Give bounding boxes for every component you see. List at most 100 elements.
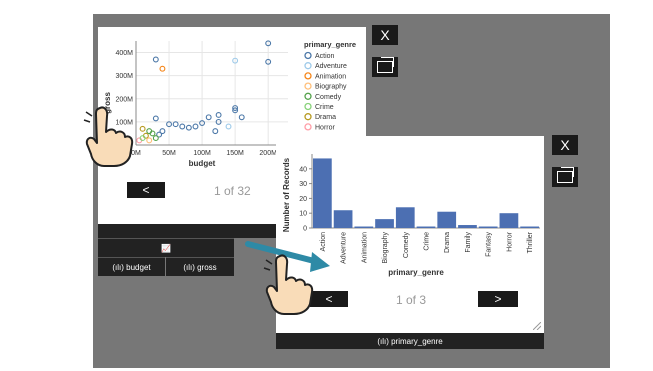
bar-chart-icon: (ılı) [183, 262, 195, 272]
x-tick-label: Crime [424, 232, 431, 251]
x-tick-label: 100M [193, 150, 211, 157]
scatter-point [146, 137, 153, 144]
bar [354, 226, 374, 228]
y-tick-label: 400M [115, 50, 133, 57]
chart-icon: 📈 [161, 243, 171, 253]
bar-next-page-button[interactable]: > [478, 291, 518, 307]
scatter-duplicate-button[interactable] [372, 57, 398, 77]
legend-label: Action [315, 53, 335, 60]
scatter-point [232, 57, 239, 64]
x-tick-label: Family [465, 232, 472, 253]
bar [458, 225, 477, 228]
duplicate-icon [377, 57, 394, 73]
scatter-point [152, 135, 159, 142]
legend-label: Adventure [315, 63, 347, 70]
legend-symbol [304, 113, 312, 121]
legend-label: Horror [315, 124, 336, 131]
bar-chart: 0 10 20 30 40 Action Adventure Animation Biograp… [282, 154, 540, 277]
legend-label: Crime [315, 104, 334, 111]
duplicate-icon [557, 167, 574, 183]
field-chip-primary-genre[interactable]: (ılı) primary_genre [276, 333, 544, 349]
pointer-hand-icon [263, 254, 314, 315]
x-tick-label: 50M [162, 150, 176, 157]
scatter-point [265, 40, 272, 47]
x-axis-title: primary_genre [388, 268, 444, 277]
scatter-page-indicator: 1 of 32 [214, 184, 251, 198]
x-tick-label: Drama [444, 232, 451, 253]
resize-handle-icon[interactable] [533, 322, 541, 330]
field-chip-label: budget [126, 262, 151, 272]
y-tick-label: 0 [303, 226, 307, 233]
scatter-point [185, 124, 192, 131]
y-axis-title: gross [103, 92, 112, 114]
bar [520, 226, 539, 228]
scatter-prev-page-button[interactable]: < [127, 182, 165, 198]
bar [416, 226, 436, 228]
scatter-point [149, 130, 156, 137]
x-tick-label: Thriller [527, 231, 534, 253]
scatter-point [159, 128, 166, 135]
bar [478, 226, 498, 228]
scatter-point [205, 114, 212, 121]
bar [499, 213, 519, 228]
scatter-point [232, 105, 239, 111]
scatter-point [265, 58, 272, 65]
x-tick-label: 0M [131, 150, 141, 157]
legend-label: Comedy [315, 94, 342, 101]
bar [395, 207, 415, 228]
scatter-point [212, 128, 219, 135]
legend-symbol [304, 51, 312, 60]
x-tick-label: Biography [382, 232, 389, 264]
y-tick-label: 100M [115, 119, 133, 126]
scatter-point [179, 123, 186, 130]
scatter-close-button[interactable]: X [372, 25, 398, 45]
bar [313, 158, 332, 228]
x-tick-label: 150M [226, 150, 244, 157]
scatter-point [139, 135, 146, 142]
legend-symbol [304, 102, 312, 111]
bar [437, 211, 457, 228]
x-tick-label: Horror [506, 231, 513, 252]
scatter-point [159, 65, 166, 72]
legend-title: primary_genre [304, 40, 356, 49]
scatter-point [225, 123, 232, 130]
x-axis-title: budget [189, 159, 216, 168]
scatter-point [238, 114, 245, 121]
chart-type-button[interactable]: 📈 [98, 238, 234, 257]
bar-prev-page-button[interactable]: < [310, 291, 348, 307]
bar [333, 210, 353, 228]
scatter-point [215, 118, 222, 125]
x-tick-label: Comedy [403, 232, 410, 259]
bar-chart-card[interactable]: 0 10 20 30 40 Action Adventure Animation Biograp… [276, 136, 544, 333]
scatter-point [152, 56, 159, 63]
scatter-point [152, 115, 159, 122]
legend-symbol [304, 123, 312, 131]
legend-symbol [304, 82, 312, 90]
field-chip-gross[interactable]: (ılı) gross [166, 257, 234, 276]
x-tick-label: Animation [361, 232, 368, 263]
y-tick-label: 10 [299, 211, 307, 218]
scatter-point [199, 120, 206, 126]
legend-symbol [304, 92, 312, 100]
field-chip-budget[interactable]: (ılı) budget [98, 257, 165, 276]
pointer-hand-icon [83, 106, 134, 167]
scatter-point [139, 125, 146, 132]
y-axis-title: Number of Records [282, 157, 291, 232]
scatter-plot: 0M 50M 100M 150M 200M 100M 200M 300M 400M budget g… [103, 40, 356, 168]
y-tick-label: 300M [115, 73, 133, 80]
legend-label: Animation [315, 73, 346, 80]
x-tick-label: Adventure [341, 232, 348, 264]
y-tick-label: 40 [299, 166, 307, 173]
y-tick-label: 30 [299, 181, 307, 188]
bar-chart-icon: (ılı) [112, 262, 124, 272]
scatter-point [232, 107, 239, 114]
legend-symbol [304, 62, 312, 70]
bar-close-button[interactable]: X [552, 135, 578, 155]
scatter-point [192, 123, 199, 130]
bar-chart-icon: (ılı) [377, 336, 389, 346]
bar [375, 219, 394, 228]
scatter-point [172, 121, 179, 128]
bar-duplicate-button[interactable] [552, 167, 578, 187]
legend-label: Drama [315, 114, 336, 121]
x-tick-label: Fantasy [486, 232, 493, 257]
